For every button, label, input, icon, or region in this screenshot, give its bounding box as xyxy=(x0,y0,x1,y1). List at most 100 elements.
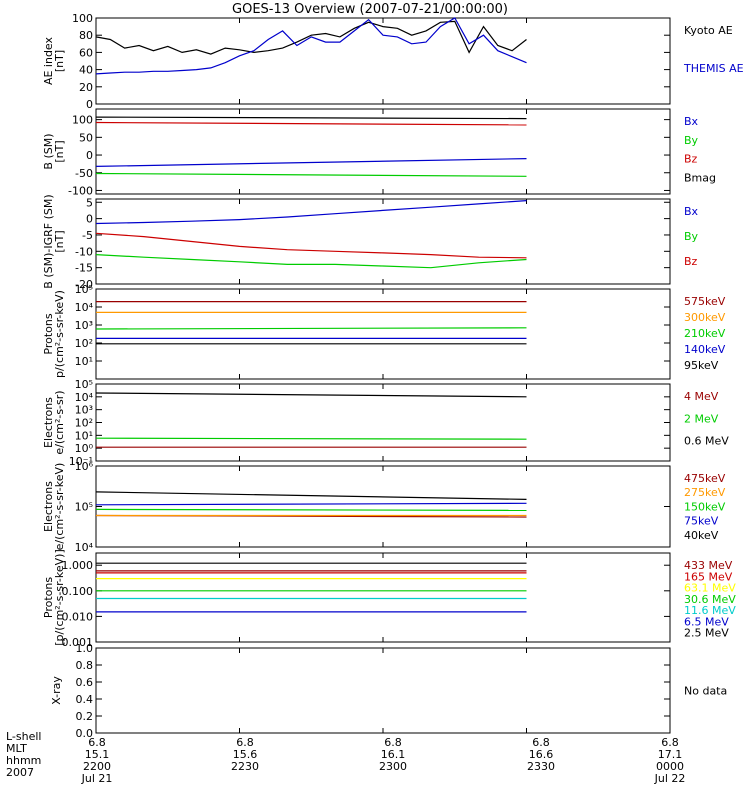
y-tick-label: 10¹ xyxy=(75,355,93,368)
y-tick-label: 1.000 xyxy=(62,559,94,572)
legend-95kev: 95keV xyxy=(684,359,719,372)
y-tick-label: 0.8 xyxy=(76,659,94,672)
y-tick-label: -100 xyxy=(68,184,93,197)
y-tick-label: 10⁴ xyxy=(75,301,94,314)
y-tick-label: 10⁵ xyxy=(75,501,93,514)
y-tick-label: 0.0 xyxy=(76,727,94,740)
y-tick-label: 10⁵ xyxy=(75,378,93,391)
legend-75kev: 75keV xyxy=(684,515,719,528)
legend-30-6-mev: 30.6 MeV xyxy=(684,593,736,606)
footer-label-lshell: L-shell xyxy=(6,730,42,743)
x-tick-hhmm: 0000 xyxy=(656,760,684,773)
y-axis-label: [nT] xyxy=(53,230,66,252)
x-tick-col-1: 6.8 15.6 2230 xyxy=(215,737,275,773)
x-tick-lshell: 6.8 xyxy=(532,736,550,749)
x-tick-lshell: 6.8 xyxy=(236,736,254,749)
legend-bmag: Bmag xyxy=(684,171,716,184)
legend-by: By xyxy=(684,134,699,147)
legend-575kev: 575keV xyxy=(684,295,726,308)
series-line-210kev xyxy=(95,327,527,330)
panel-frame xyxy=(95,552,671,643)
y-tick-label: 1.0 xyxy=(76,642,94,655)
legend-4-mev: 4 MeV xyxy=(684,390,719,403)
series-line-bz xyxy=(95,232,527,259)
y-tick-label: 0.100 xyxy=(62,585,94,598)
series-line-bz xyxy=(95,121,527,126)
series-line-by xyxy=(95,254,527,269)
legend-433-mev: 433 MeV xyxy=(684,559,733,572)
y-tick-label: -5 xyxy=(82,229,93,242)
y-axis-label: B (SM) xyxy=(42,133,55,169)
legend-0-6-mev: 0.6 MeV xyxy=(684,435,729,448)
y-tick-label: 10⁴ xyxy=(75,391,94,404)
legend-11-6-mev: 11.6 MeV xyxy=(684,604,736,617)
y-tick-label: 10⁰ xyxy=(75,442,94,455)
series-line-by xyxy=(95,172,527,177)
x-tick-mlt: 15.6 xyxy=(232,748,258,761)
y-tick-label: -15 xyxy=(75,262,93,275)
legend-165-mev: 165 MeV xyxy=(684,570,733,583)
legend-bx: Bx xyxy=(684,115,699,128)
y-axis-label: Electrons xyxy=(42,481,55,532)
y-tick-label: 100 xyxy=(72,12,93,25)
y-tick-label: -50 xyxy=(75,167,93,180)
series-line-40kev xyxy=(95,491,527,500)
x-tick-mlt: 15.1 xyxy=(84,748,110,761)
legend-6-5-mev: 6.5 MeV xyxy=(684,615,729,628)
y-axis-label: p/(cm²-s-sr-keV) xyxy=(53,290,66,378)
legend-themis-ae: THEMIS AE xyxy=(683,62,744,75)
y-axis-label: [nT] xyxy=(53,50,66,72)
series-line-kyoto-ae xyxy=(95,20,527,55)
y-tick-label: 10³ xyxy=(75,404,93,417)
series-line-75kev xyxy=(95,502,527,506)
panel-frame xyxy=(95,17,671,105)
footer-label-year: 2007 xyxy=(6,766,34,779)
legend-2-5-mev: 2.5 MeV xyxy=(684,627,729,640)
y-tick-label: 0.010 xyxy=(62,610,94,623)
y-tick-label: 10⁻¹ xyxy=(69,455,93,468)
y-tick-label: 0 xyxy=(86,149,93,162)
legend-63-1-mev: 63.1 MeV xyxy=(684,582,736,595)
x-tick-lshell: 6.8 xyxy=(384,736,402,749)
panel-bigrf: -20 -15 -10 -5 0 5 B (SM)-IGRF (SM)[nT] Bx By Bz xyxy=(42,194,699,291)
legend-150kev: 150keV xyxy=(684,500,726,513)
x-tick-lshell: 6.8 xyxy=(88,736,106,749)
legend-275kev: 275keV xyxy=(684,486,726,499)
x-tick-mlt: 17.1 xyxy=(657,748,683,761)
y-axis-label: e/(cm²-s-sr) xyxy=(53,390,66,454)
y-axis-label: B (SM)-IGRF (SM) xyxy=(42,194,55,288)
y-axis-label: [nT] xyxy=(53,140,66,162)
y-axis-label: AE index xyxy=(42,36,55,85)
x-tick-col-4: 6.8 17.1 0000 Jul 22 xyxy=(640,737,700,785)
legend-bz: Bz xyxy=(684,153,698,166)
y-tick-label: 10¹ xyxy=(75,429,93,442)
no-data-note: No data xyxy=(684,685,727,698)
legend-300kev: 300keV xyxy=(684,311,726,324)
legend-40kev: 40keV xyxy=(684,529,719,542)
y-tick-label: 10⁶ xyxy=(75,460,94,473)
y-tick-label: 100 xyxy=(72,114,93,127)
y-tick-label: -20 xyxy=(75,278,93,291)
x-tick-col-3: 6.8 16.6 2330 xyxy=(511,737,571,773)
x-tick-date: Jul 21 xyxy=(81,772,113,785)
y-tick-label: 0.6 xyxy=(76,676,94,689)
y-axis-label: Protons xyxy=(42,313,55,354)
panel-protons2: 0.001 0.010 0.100 1.000 Protons[p/(cm²-s-sr-… xyxy=(42,549,736,649)
y-tick-label: 50 xyxy=(79,131,93,144)
y-tick-label: 0 xyxy=(86,98,93,111)
panel-xray: 0.0 0.2 0.4 0.6 0.8 1.0 X-ray No data xyxy=(50,642,727,740)
y-axis-label: Protons xyxy=(42,577,55,618)
y-tick-label: 10² xyxy=(75,337,93,350)
y-axis-label: e/(cm²-s-sr-keV) xyxy=(53,463,66,551)
figure-title: GOES-13 Overview (2007-07-21/00:00:00) xyxy=(232,2,508,17)
y-tick-label: 10² xyxy=(75,417,93,430)
y-tick-label: -10 xyxy=(75,245,93,258)
series-line-bx xyxy=(95,158,527,167)
panel-frame xyxy=(95,108,671,195)
panel-frame xyxy=(95,288,671,380)
y-tick-label: 10⁵ xyxy=(75,283,93,296)
